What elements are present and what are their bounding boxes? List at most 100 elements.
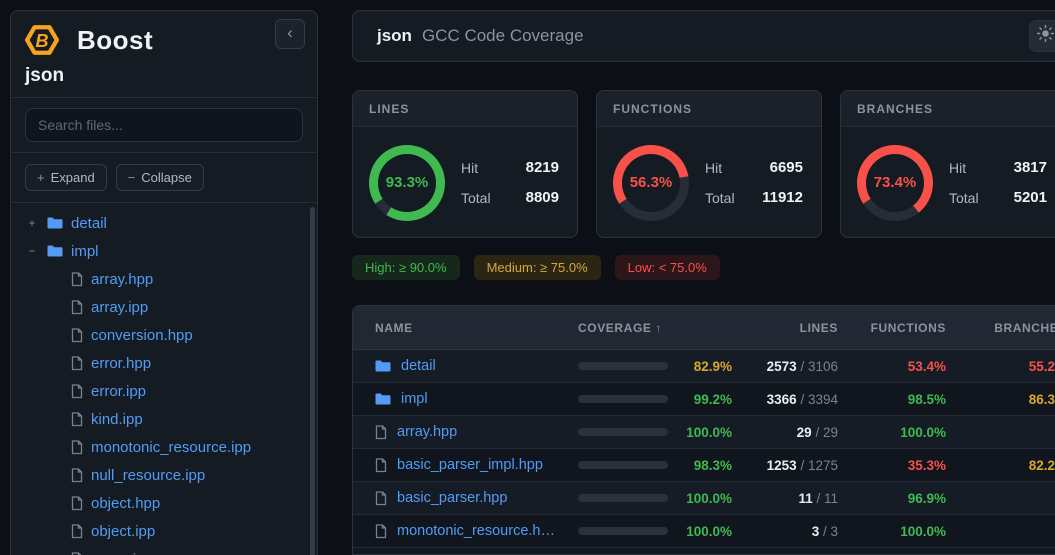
tree-item-label[interactable]: error.hpp (91, 354, 152, 372)
tree-item-detail[interactable]: + detail (11, 209, 317, 237)
search-input[interactable] (25, 108, 303, 142)
report-project: json (377, 26, 412, 45)
tree-item-label[interactable]: conversion.hpp (91, 326, 193, 344)
hit-label: Hit (705, 159, 723, 176)
hit-label: Hit (949, 159, 967, 176)
branches-cell: 82.2% (1028, 457, 1055, 473)
lines-cell: 3 / 3 (811, 523, 838, 539)
coverage-bar (578, 527, 668, 535)
folder-icon (47, 244, 63, 258)
branches-cell: - (946, 524, 1055, 539)
column-header-branches[interactable]: BRANCHES (994, 320, 1055, 335)
table-row-basic-parser-hpp: basic_parser.hpp 100.0% 11 / 11 96.9% - (353, 482, 1055, 515)
tree-item-label[interactable]: array.ipp (91, 298, 149, 316)
minus-icon: − (127, 170, 136, 185)
sidebar-collapse-button[interactable]: ‹ (275, 19, 305, 49)
tree-item-array-hpp[interactable]: array.hpp (11, 265, 317, 293)
tree-item-label[interactable]: object.hpp (91, 494, 161, 512)
theme-toggle-button[interactable] (1029, 20, 1055, 52)
coverage-percent: 100.0% (686, 424, 732, 440)
tree-item-conversion-hpp[interactable]: conversion.hpp (11, 321, 317, 349)
column-header-functions[interactable]: FUNCTIONS (870, 320, 946, 335)
tree-item-kind-ipp[interactable]: kind.ipp (11, 405, 317, 433)
branches-cell: 55.2% (1028, 358, 1055, 374)
coverage-bar (578, 494, 668, 502)
table-row-monotonic-resource-h-: monotonic_resource.h… 100.0% 3 / 3 100.0… (353, 515, 1055, 548)
lines-cell: 1253 / 1275 (766, 457, 838, 473)
file-icon (71, 551, 83, 555)
report-title: GCC Code Coverage (421, 26, 584, 45)
tree-item-null-resource-ipp[interactable]: null_resource.ipp (11, 461, 317, 489)
stat-card-functions: FUNCTIONS 56.3% Hit 6695 Total 11912 (596, 90, 822, 238)
file-icon (375, 457, 387, 473)
entry-link[interactable]: impl (401, 391, 428, 407)
tree-item-object-hpp[interactable]: object.hpp (11, 489, 317, 517)
table-header-row: NAME COVERAGE ↑ LINES FUNCTIONS BRANCHES (353, 306, 1055, 350)
entry-link[interactable]: detail (401, 358, 436, 374)
sidebar-project-name: json (25, 65, 65, 86)
table-row-impl: impl 99.2% 3366 / 3394 98.5% 86.3% (353, 383, 1055, 416)
tree-toggle-icon[interactable]: − (28, 244, 36, 258)
stat-card-title: BRANCHES (841, 91, 1055, 127)
table-row-array-hpp: array.hpp 100.0% 29 / 29 100.0% - (353, 416, 1055, 449)
sidebar: B Boost ‹ json + Expand − Collapse + deta… (10, 10, 318, 555)
collapse-label: Collapse (141, 170, 192, 185)
entry-link[interactable]: basic_parser.hpp (397, 490, 508, 506)
tree-item-label[interactable]: array.hpp (91, 270, 154, 288)
tree-item-label[interactable]: monotonic_resource.ipp (91, 438, 252, 456)
stat-card-title: FUNCTIONS (597, 91, 821, 127)
legend-high: High: ≥ 90.0% (352, 255, 460, 280)
tree-item-label[interactable]: null_resource.ipp (91, 466, 206, 484)
sidebar-scrollbar[interactable] (310, 207, 315, 555)
branches-donut-chart: 73.4% (857, 144, 933, 221)
column-header-name[interactable]: NAME (375, 320, 413, 335)
tree-item-array-ipp[interactable]: array.ipp (11, 293, 317, 321)
tree-item-label[interactable]: kind.ipp (91, 410, 143, 428)
collapse-all-button[interactable]: − Collapse (115, 164, 204, 191)
tree-item-error-ipp[interactable]: error.ipp (11, 377, 317, 405)
boost-logo-icon: B (25, 23, 59, 57)
tree-item-label[interactable]: impl (71, 242, 99, 260)
coverage-percent: 100.0% (686, 490, 732, 506)
functions-cell: 35.3% (907, 457, 946, 473)
tree-item-error-hpp[interactable]: error.hpp (11, 349, 317, 377)
tree-toggle-icon[interactable]: + (28, 216, 36, 230)
coverage-percent: 82.9% (693, 358, 732, 374)
lines-hit-value: 8219 (525, 159, 559, 176)
coverage-header-label: COVERAGE (578, 320, 652, 335)
folder-icon (375, 392, 391, 406)
column-header-lines[interactable]: LINES (799, 320, 838, 335)
lines-cell: 2573 / 3106 (766, 358, 838, 374)
lines-total-value: 8809 (525, 189, 559, 206)
coverage-percent: 100.0% (686, 523, 732, 539)
tree-item-label[interactable]: detail (71, 214, 107, 232)
column-header-coverage[interactable]: COVERAGE ↑ (578, 321, 738, 335)
tree-item-monotonic-resource-ipp[interactable]: monotonic_resource.ipp (11, 433, 317, 461)
entry-link[interactable]: array.hpp (397, 424, 458, 440)
folder-icon (375, 359, 391, 373)
stat-card-lines: LINES 93.3% Hit 8219 Total 8809 (352, 90, 578, 238)
sidebar-search-section (11, 98, 317, 153)
tree-item-object-ipp[interactable]: object.ipp (11, 517, 317, 545)
file-icon (71, 495, 83, 511)
functions-total-value: 11912 (762, 189, 803, 206)
functions-cell: 100.0% (900, 424, 946, 440)
tree-item-parse-ipp[interactable]: parse.ipp (11, 545, 317, 555)
entry-link[interactable]: monotonic_resource.h… (397, 523, 555, 539)
lines-cell: 29 / 29 (796, 424, 838, 440)
entry-link[interactable]: basic_parser_impl.hpp (397, 457, 543, 473)
file-tree: + detail − impl array.hpp array.ipp conversion… (11, 203, 317, 555)
tree-item-label[interactable]: error.ipp (91, 382, 147, 400)
file-icon (71, 523, 83, 539)
logo-text: Boost (77, 24, 154, 55)
file-icon (71, 439, 83, 455)
sun-icon (1036, 24, 1054, 47)
tree-item-impl[interactable]: − impl (11, 237, 317, 265)
tree-item-label[interactable]: object.ipp (91, 522, 156, 540)
total-label: Total (949, 189, 979, 206)
tree-item-label[interactable]: parse.ipp (91, 551, 153, 555)
chevron-left-icon: ‹ (287, 23, 293, 42)
report-header: json GCC Code Coverage (352, 10, 1055, 62)
file-icon (375, 490, 387, 506)
expand-all-button[interactable]: + Expand (25, 164, 107, 191)
